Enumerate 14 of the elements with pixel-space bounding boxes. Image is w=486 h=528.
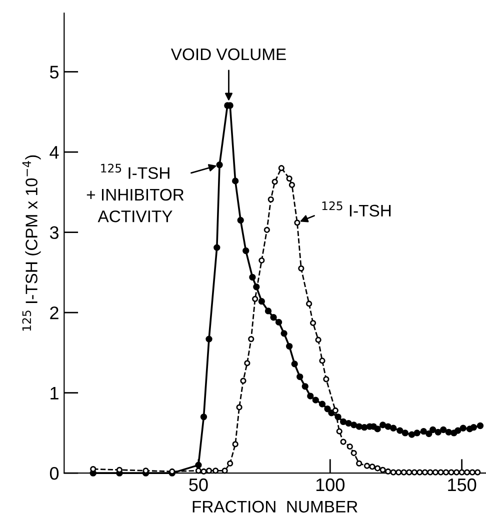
- x-tick-label: 50: [189, 478, 208, 492]
- annotation: VOID VOLUME: [170, 48, 286, 60]
- x-axis-title: FRACTION NUMBER: [192, 500, 358, 513]
- y-tick-label: 5: [50, 66, 59, 79]
- y-tick-label: 0: [50, 467, 59, 480]
- x-tick-label: 150: [448, 478, 476, 492]
- annotation: $^{125}$ I-TSH + INHIBITOR ACTIVITY: [86, 164, 184, 222]
- y-axis-title: $^{125}$ I-TSH (CPM x 10$^{−4}$): [22, 155, 41, 331]
- y-tick-label: 4: [50, 146, 59, 159]
- y-tick-label: 1: [50, 386, 58, 400]
- y-tick-label: 3: [50, 226, 58, 240]
- annotation: $^{125}$ I-TSH: [322, 201, 391, 217]
- y-tick-label: 2: [50, 306, 58, 320]
- x-tick-label: 100: [316, 478, 344, 492]
